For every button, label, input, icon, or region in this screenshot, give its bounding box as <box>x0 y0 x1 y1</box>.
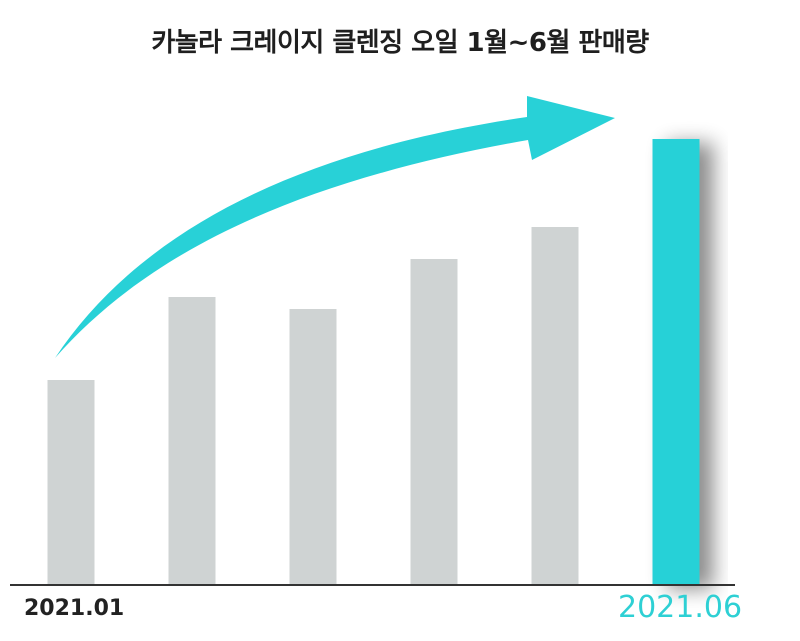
bar-2021.01 <box>47 380 95 585</box>
bar-2021.05 <box>531 227 579 585</box>
x-axis-label-end: 2021.06 <box>618 590 743 625</box>
bar-2021.06 <box>652 139 700 585</box>
bar-2021.04 <box>410 259 458 585</box>
bar-2021.02 <box>168 297 216 585</box>
chart-title: 카놀라 크레이지 클렌징 오일 1월~6월 판매량 <box>151 28 649 58</box>
trend-arrow-icon <box>55 96 615 358</box>
x-axis-label-start: 2021.01 <box>24 596 125 621</box>
bar-2021.03 <box>289 309 337 585</box>
bars-group <box>47 139 700 585</box>
